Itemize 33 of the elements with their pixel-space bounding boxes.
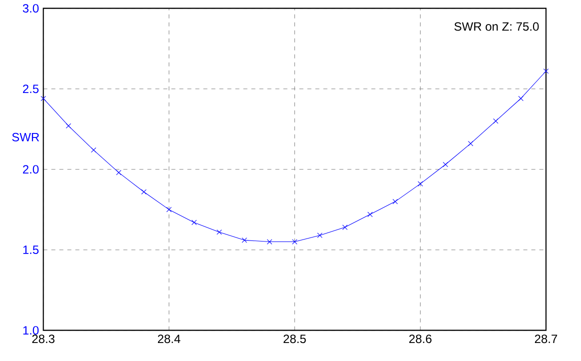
point: [116, 170, 122, 176]
y-tick-label: 1.5: [23, 246, 39, 254]
point: [493, 118, 498, 124]
point: [418, 181, 423, 186]
x-tick-label: 28.4: [158, 334, 180, 344]
point: [468, 140, 474, 146]
point: [442, 162, 448, 168]
x-tick-label: 28.3: [32, 334, 54, 344]
point: [166, 206, 172, 212]
x-tick-label: 28.6: [409, 334, 432, 344]
point: [292, 239, 298, 244]
point: [141, 189, 146, 194]
point: [66, 123, 72, 128]
point: [317, 232, 322, 238]
y-tick-label: 2.5: [22, 84, 39, 94]
x-tick-label: 28.7: [534, 334, 558, 344]
point: [392, 198, 398, 204]
point: [266, 239, 272, 244]
point: [543, 68, 549, 74]
point: [342, 224, 348, 230]
point: [216, 230, 222, 235]
y-axis-title: SWR: [12, 132, 40, 142]
point: [192, 220, 197, 226]
point: [242, 238, 248, 243]
point: [40, 96, 46, 102]
x-tick-label: 28.5: [284, 334, 306, 344]
y-tick-label: 3.0: [22, 4, 39, 13]
point: [90, 147, 96, 153]
annotation: SWR on Z: 75.0: [454, 22, 539, 31]
point: [518, 96, 524, 102]
point: [367, 212, 373, 218]
y-tick-label: 2.0: [22, 165, 39, 174]
y-tick-label: 1.0: [23, 326, 39, 335]
